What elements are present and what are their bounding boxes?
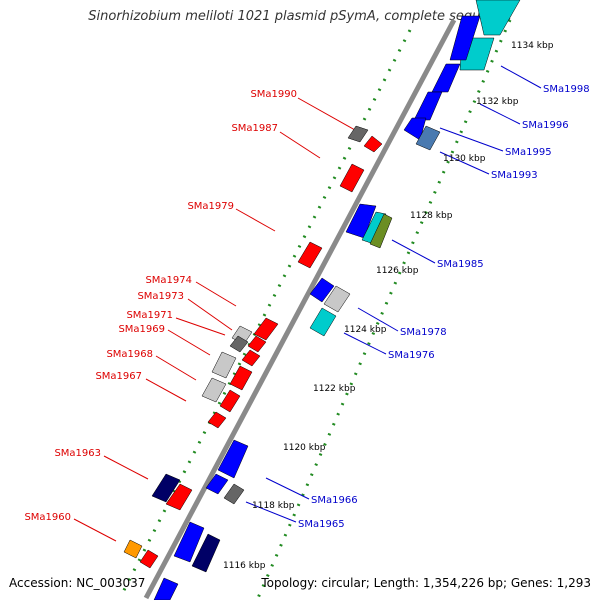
gene-label-sma1969: SMa1969 bbox=[118, 324, 165, 335]
gene-blue bbox=[217, 439, 249, 479]
gene-red bbox=[165, 483, 193, 511]
tick-label: 1124 kbp bbox=[344, 325, 387, 335]
gene-navy bbox=[191, 533, 221, 573]
leader-sma1990 bbox=[297, 97, 356, 131]
gene-navy bbox=[151, 473, 181, 503]
leader-sma1993 bbox=[439, 151, 490, 175]
leader-sma1985 bbox=[391, 239, 436, 264]
gene-red bbox=[253, 317, 279, 341]
tick-label: 1122 kbp bbox=[313, 384, 356, 394]
leader-sma1971 bbox=[175, 317, 226, 336]
gene-blue bbox=[413, 91, 443, 121]
leader-sma1966 bbox=[265, 477, 310, 500]
tick-label: 1132 kbp bbox=[476, 97, 519, 107]
leader-sma1987 bbox=[279, 131, 321, 159]
gene-label-sma1960: SMa1960 bbox=[24, 512, 71, 523]
gene-red bbox=[241, 349, 261, 367]
gene-label-sma1967: SMa1967 bbox=[95, 371, 142, 382]
gene-label-sma1996: SMa1996 bbox=[522, 120, 569, 131]
leader-sma1978 bbox=[357, 307, 399, 332]
gene-red bbox=[339, 163, 365, 193]
gene-label-sma1978: SMa1978 bbox=[400, 327, 447, 338]
tick-label: 1130 kbp bbox=[443, 154, 486, 164]
leader-sma1996 bbox=[479, 103, 521, 125]
gene-blue bbox=[449, 15, 481, 61]
summary-label: Topology: circular; Length: 1,354,226 bp… bbox=[261, 576, 591, 590]
leader-sma1960 bbox=[73, 518, 117, 542]
gene-label-sma1995: SMa1995 bbox=[505, 147, 552, 158]
gene-label-sma1976: SMa1976 bbox=[388, 350, 435, 361]
gene-blue bbox=[153, 577, 179, 600]
gene-lightgrey bbox=[201, 377, 227, 403]
gene-red bbox=[247, 335, 267, 353]
gene-steel bbox=[415, 125, 441, 151]
leader-sma1973 bbox=[187, 298, 233, 331]
gene-red bbox=[139, 549, 159, 569]
gene-orange bbox=[123, 539, 143, 559]
gene-label-sma1965: SMa1965 bbox=[298, 519, 345, 530]
gene-label-sma1998: SMa1998 bbox=[543, 84, 590, 95]
gene-cyan bbox=[309, 307, 337, 337]
gene-grey bbox=[223, 483, 245, 505]
gene-red bbox=[207, 411, 227, 429]
tick-label: 1116 kbp bbox=[223, 561, 266, 571]
gene-label-sma1990: SMa1990 bbox=[250, 89, 297, 100]
tick-label: 1128 kbp bbox=[410, 211, 453, 221]
gene-lightgrey bbox=[323, 285, 351, 313]
gene-label-sma1966: SMa1966 bbox=[311, 495, 358, 506]
backbone-line bbox=[143, 18, 457, 600]
leader-sma1974 bbox=[195, 281, 237, 307]
tick-label: 1126 kbp bbox=[376, 266, 419, 276]
leader-sma1969 bbox=[167, 329, 211, 356]
leader-sma1998 bbox=[500, 65, 542, 89]
gene-label-sma1971: SMa1971 bbox=[126, 310, 173, 321]
gene-label-sma1987: SMa1987 bbox=[231, 123, 278, 134]
gene-label-sma1968: SMa1968 bbox=[106, 349, 153, 360]
tick-label: 1134 kbp bbox=[511, 41, 554, 51]
gene-blue bbox=[431, 63, 461, 93]
tick-label: 1120 kbp bbox=[283, 443, 326, 453]
gene-grey bbox=[347, 125, 369, 143]
gene-blue bbox=[173, 521, 205, 563]
gene-label-sma1993: SMa1993 bbox=[491, 170, 538, 181]
gene-red bbox=[363, 135, 383, 153]
gene-label-sma1974: SMa1974 bbox=[145, 275, 192, 286]
gene-red bbox=[229, 365, 253, 391]
gene-lightgrey bbox=[211, 351, 237, 379]
tick-label: 1118 kbp bbox=[252, 501, 295, 511]
gene-label-sma1979: SMa1979 bbox=[187, 201, 234, 212]
accession-label: Accession: NC_003037 bbox=[9, 576, 146, 590]
gene-label-sma1985: SMa1985 bbox=[437, 259, 484, 270]
gene-red bbox=[219, 389, 241, 413]
leader-sma1995 bbox=[439, 127, 504, 152]
gene-cyan bbox=[475, 0, 521, 36]
map-title: Sinorhizobium meliloti 1021 plasmid pSym… bbox=[88, 9, 512, 24]
leader-sma1963 bbox=[103, 455, 149, 480]
leader-sma1979 bbox=[235, 208, 276, 232]
gene-grey bbox=[229, 335, 249, 353]
gene-red bbox=[297, 241, 323, 269]
gene-blue bbox=[309, 277, 335, 303]
leader-sma1965 bbox=[245, 501, 297, 523]
leader-sma1967 bbox=[145, 378, 187, 402]
gene-label-sma1963: SMa1963 bbox=[54, 448, 101, 459]
gene-blue bbox=[205, 473, 229, 495]
gene-label-sma1973: SMa1973 bbox=[137, 291, 184, 302]
inner-dotted-ring bbox=[256, 19, 512, 599]
leader-sma1976 bbox=[343, 332, 387, 355]
leader-sma1968 bbox=[155, 355, 197, 381]
gene-olive bbox=[369, 213, 393, 249]
